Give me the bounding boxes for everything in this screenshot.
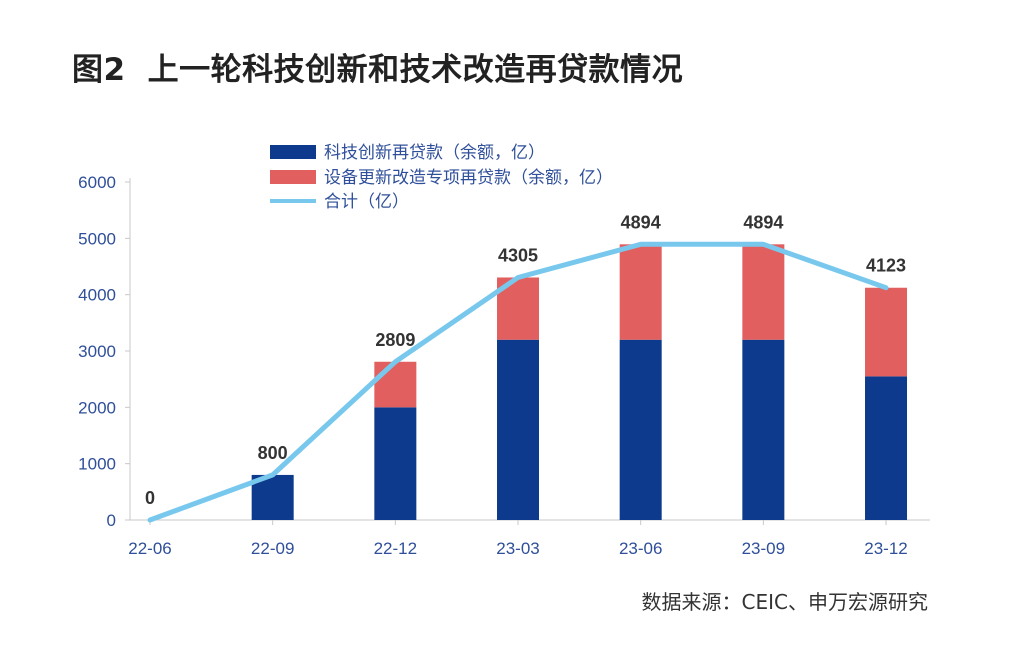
y-tick-label: 4000: [78, 286, 116, 305]
bar-segment-series-1: [865, 376, 908, 520]
data-label: 4894: [743, 212, 783, 232]
y-tick-label: 0: [107, 511, 116, 530]
x-tick-label: 23-06: [619, 539, 662, 558]
legend-swatch-series-1: [270, 145, 316, 159]
figure-number: 图2: [72, 52, 126, 88]
x-tick-label: 23-09: [742, 539, 785, 558]
legend-swatch-series-2: [270, 170, 316, 184]
x-tick-label: 23-12: [864, 539, 907, 558]
y-tick-label: 2000: [78, 398, 116, 417]
bar-segment-series-1: [742, 339, 785, 520]
figure-title: 图2 上一轮科技创新和技术改造再贷款情况: [72, 44, 683, 89]
data-label: 0: [145, 488, 155, 508]
y-tick-label: 3000: [78, 342, 116, 361]
bar-segment-series-2: [374, 361, 417, 408]
legend-label-series-2: 设备更新改造专项再贷款（余额，亿）: [324, 168, 613, 187]
data-label: 2809: [375, 330, 415, 350]
x-tick-label: 23-03: [496, 539, 539, 558]
data-label: 4894: [621, 212, 661, 232]
bar-segment-series-1: [497, 339, 540, 520]
data-label: 4123: [866, 256, 906, 276]
bar-segment-series-2: [619, 244, 662, 340]
y-tick-label: 5000: [78, 229, 116, 248]
x-tick-label: 22-06: [128, 539, 171, 558]
bar-segment-series-2: [742, 244, 785, 340]
data-label: 4305: [498, 245, 538, 265]
bar-segment-series-1: [619, 339, 662, 520]
y-tick-label: 6000: [78, 173, 116, 192]
legend-label-series-3: 合计（亿）: [324, 192, 409, 211]
data-label: 800: [258, 443, 288, 463]
figure-title-text: 上一轮科技创新和技术改造再贷款情况: [147, 52, 684, 88]
legend-label-series-1: 科技创新再贷款（余额，亿）: [324, 143, 545, 162]
bar-segment-series-1: [374, 407, 417, 520]
data-source: 数据来源：CEIC、申万宏源研究: [641, 590, 928, 614]
bar-segment-series-2: [865, 287, 908, 377]
total-line: [147, 241, 889, 523]
x-tick-label: 22-12: [374, 539, 417, 558]
y-tick-label: 1000: [78, 455, 116, 474]
x-tick-label: 22-09: [251, 539, 294, 558]
